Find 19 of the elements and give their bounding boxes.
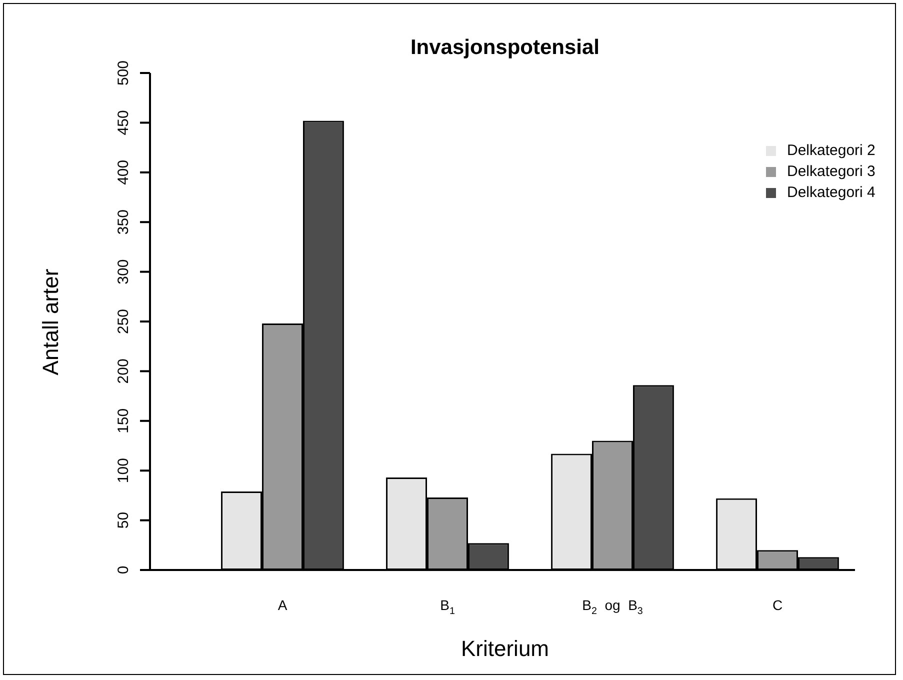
legend-label: Delkategori 2 (787, 142, 876, 160)
legend-label: Delkategori 4 (787, 184, 876, 202)
y-tick-label: 500 (115, 60, 132, 86)
y-tick-label: 350 (115, 210, 132, 235)
y-tick-label: 50 (115, 512, 132, 529)
legend-label: Delkategori 3 (787, 163, 876, 180)
y-tick-label: 300 (115, 259, 132, 284)
x-tick-label: A (278, 597, 288, 613)
y-tick-label: 200 (115, 358, 132, 384)
x-tick-label: C (772, 597, 783, 613)
y-tick-label: 450 (115, 110, 132, 136)
y-tick-label: 250 (115, 308, 132, 334)
chart-title: Invasjonspotensial (410, 36, 600, 59)
y-tick-label: 100 (115, 458, 132, 484)
y-tick-label: 0 (115, 566, 132, 574)
y-tick-label: 400 (115, 160, 132, 185)
y-tick-label: 150 (115, 408, 132, 434)
y-axis-title: Antall arter (38, 268, 63, 376)
x-axis-title: Kriterium (460, 636, 550, 661)
